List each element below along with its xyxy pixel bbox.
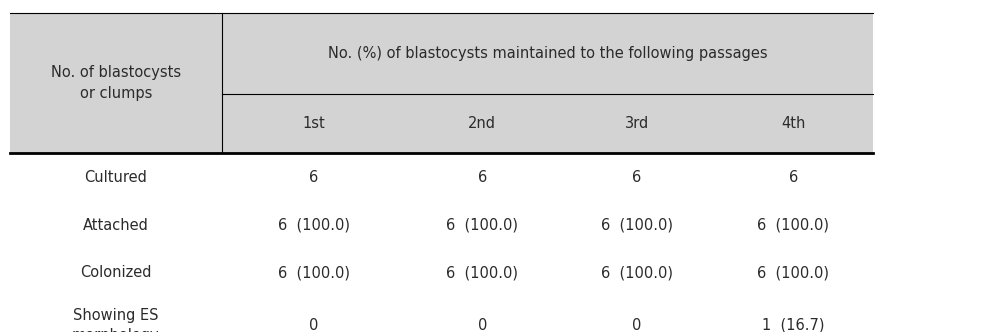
Text: 6  (100.0): 6 (100.0) xyxy=(277,265,349,280)
Text: Cultured: Cultured xyxy=(85,170,148,185)
Bar xyxy=(10,13,873,94)
Text: 6  (100.0): 6 (100.0) xyxy=(758,265,830,280)
Text: 6: 6 xyxy=(632,170,642,185)
Text: 6: 6 xyxy=(309,170,318,185)
Text: 6: 6 xyxy=(789,170,798,185)
Text: 0: 0 xyxy=(477,318,487,332)
Bar xyxy=(10,94,873,153)
Text: 3rd: 3rd xyxy=(625,116,648,131)
Text: Attached: Attached xyxy=(83,218,149,233)
Text: 6  (100.0): 6 (100.0) xyxy=(447,265,519,280)
Text: 6  (100.0): 6 (100.0) xyxy=(277,218,349,233)
Text: 6  (100.0): 6 (100.0) xyxy=(600,265,673,280)
Text: 6: 6 xyxy=(477,170,487,185)
Text: 1st: 1st xyxy=(302,116,325,131)
Text: 2nd: 2nd xyxy=(468,116,496,131)
Text: Showing ES
morphology: Showing ES morphology xyxy=(72,308,159,332)
Text: No. of blastocysts
or clumps: No. of blastocysts or clumps xyxy=(51,65,181,101)
Bar xyxy=(10,153,873,332)
Text: 6  (100.0): 6 (100.0) xyxy=(600,218,673,233)
Text: No. (%) of blastocysts maintained to the following passages: No. (%) of blastocysts maintained to the… xyxy=(328,46,768,61)
Text: 6  (100.0): 6 (100.0) xyxy=(758,218,830,233)
Text: 0: 0 xyxy=(309,318,318,332)
Text: 0: 0 xyxy=(632,318,642,332)
Text: 4th: 4th xyxy=(781,116,806,131)
Text: 1  (16.7): 1 (16.7) xyxy=(762,318,825,332)
Text: 6  (100.0): 6 (100.0) xyxy=(447,218,519,233)
Text: Colonized: Colonized xyxy=(80,265,152,280)
